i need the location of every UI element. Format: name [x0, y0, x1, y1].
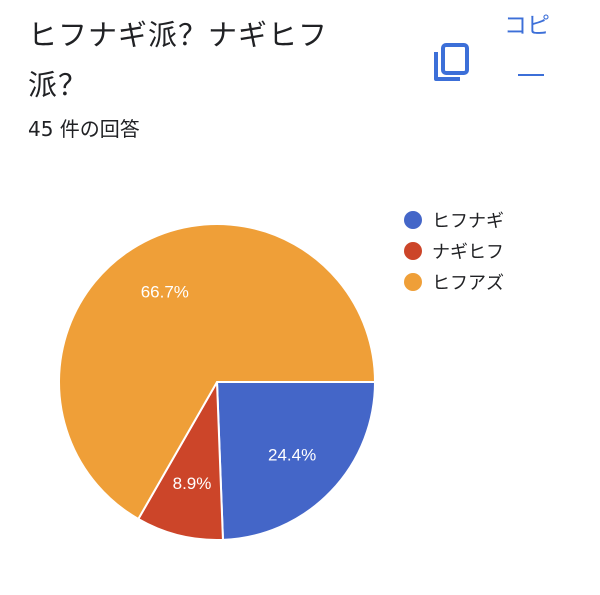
legend-item-3: ヒフアズ	[404, 266, 584, 297]
copy-button[interactable]: コピ	[504, 8, 564, 76]
legend-swatch	[404, 272, 422, 291]
legend-item-1: ヒフナギ	[404, 204, 584, 235]
response-count: 45 件の回答	[28, 117, 140, 141]
legend-swatch	[404, 210, 422, 229]
pie-slice-2	[136, 378, 224, 541]
legend-label: ヒフナギ	[432, 210, 504, 232]
pie-slice-label-1: 24.4%	[268, 445, 316, 464]
pie-slice-1	[215, 381, 377, 541]
copy-icon[interactable]	[434, 42, 470, 82]
chart-title: ヒフナギ派？ナギヒフ派？	[28, 18, 329, 102]
legend-swatch	[404, 241, 422, 260]
copy-label-text: コピ	[504, 13, 550, 39]
legend-label: ヒフアズ	[432, 272, 504, 294]
copy-label-dash	[518, 74, 544, 76]
legend-label: ナギヒフ	[432, 241, 504, 263]
chart-legend: ヒフナギナギヒフヒフアズ	[404, 204, 584, 297]
legend-item-2: ナギヒフ	[404, 235, 584, 266]
pie-slice-3	[58, 223, 377, 521]
pie-slice-label-3: 66.7%	[141, 283, 189, 302]
pie-slice-label-2: 8.9%	[173, 474, 212, 493]
